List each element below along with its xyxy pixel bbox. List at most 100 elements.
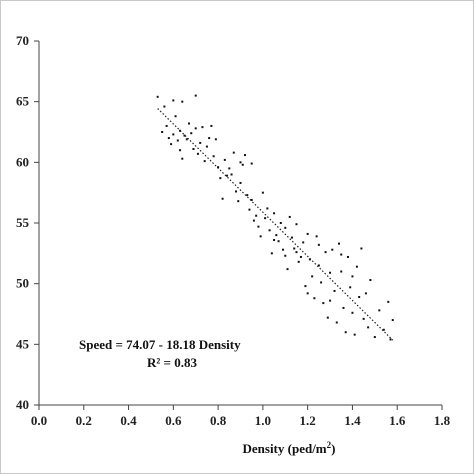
regression-equation: Speed = 74.07 - 18.18 Density [79, 337, 241, 352]
data-point [241, 163, 244, 166]
y-tick-label: 60 [16, 154, 29, 169]
data-point [293, 247, 296, 250]
data-point [199, 141, 202, 144]
x-axis-title: Density (ped/m2) [243, 440, 336, 456]
data-point [273, 212, 276, 215]
x-tick-label: 1.6 [389, 413, 406, 428]
data-point [360, 247, 363, 250]
data-point [179, 129, 182, 132]
data-point [322, 302, 325, 305]
data-point [333, 289, 336, 292]
data-point [255, 214, 258, 217]
data-point [183, 134, 186, 137]
data-point [223, 158, 226, 161]
data-point [201, 126, 204, 129]
data-point [317, 243, 320, 246]
x-tick-label: 0.4 [120, 413, 137, 428]
data-point [299, 255, 302, 258]
data-point [382, 328, 385, 331]
data-point [315, 235, 318, 238]
data-point [172, 99, 175, 102]
data-point [212, 155, 215, 158]
data-point [284, 254, 287, 257]
x-axis-title-main: Density (ped/m [243, 441, 327, 456]
data-point [181, 157, 184, 160]
data-point [324, 251, 327, 254]
data-point [349, 286, 352, 289]
regression-trendline [157, 108, 394, 341]
data-point [208, 137, 211, 140]
data-point [192, 147, 195, 150]
data-point [210, 124, 213, 127]
data-point [203, 160, 206, 163]
data-point [239, 181, 242, 184]
data-point [273, 238, 276, 241]
x-axis-title-suffix: ) [331, 441, 335, 456]
data-point [284, 226, 287, 229]
data-point [389, 338, 392, 341]
data-point [185, 138, 188, 141]
data-point [297, 260, 300, 263]
data-point [219, 177, 222, 180]
data-point [232, 151, 235, 154]
data-point [304, 285, 307, 288]
data-point [176, 139, 179, 142]
data-point [228, 167, 231, 170]
data-point [246, 194, 249, 197]
x-axis-title-superscript: 2 [327, 440, 332, 450]
data-point [364, 292, 367, 295]
data-point [329, 299, 332, 302]
x-tick-label: 0.6 [165, 413, 182, 428]
data-point [391, 319, 394, 322]
data-point [205, 145, 208, 148]
x-tick-label: 1.4 [344, 413, 361, 428]
data-point [221, 197, 224, 200]
data-point [353, 333, 356, 336]
data-point [351, 275, 354, 278]
data-point [194, 127, 197, 130]
data-point [230, 173, 233, 176]
data-point [264, 217, 267, 220]
data-point [351, 311, 354, 314]
data-point [306, 232, 309, 235]
data-point [335, 321, 338, 324]
data-point [170, 143, 173, 146]
data-point [252, 219, 255, 222]
data-point [161, 131, 164, 133]
data-point [326, 316, 329, 319]
data-point [302, 241, 305, 244]
x-tick-label: 1.8 [434, 413, 451, 428]
data-point [346, 255, 349, 258]
data-point [329, 271, 332, 274]
data-point [257, 225, 260, 228]
x-tick-label: 0.2 [76, 413, 92, 428]
data-point [167, 137, 170, 140]
x-tick-label: 0.8 [210, 413, 227, 428]
data-point [387, 300, 390, 303]
data-point [342, 306, 345, 309]
data-point [344, 331, 347, 334]
data-point [190, 132, 193, 135]
data-point [270, 252, 273, 255]
data-point [163, 105, 166, 108]
data-point [266, 207, 269, 210]
data-point [217, 166, 220, 169]
x-tick-label: 1.0 [255, 413, 271, 428]
data-point [331, 248, 334, 251]
data-point [259, 235, 262, 238]
data-point [196, 152, 199, 155]
y-tick-label: 50 [16, 276, 29, 291]
data-point [306, 292, 309, 295]
data-point [286, 268, 289, 271]
data-point [308, 258, 311, 261]
y-tick-label: 65 [16, 94, 30, 109]
data-point [378, 309, 381, 312]
data-point [174, 115, 177, 118]
y-tick-label: 70 [16, 33, 29, 48]
data-point [156, 95, 159, 98]
x-tick-label: 1.2 [300, 413, 316, 428]
data-point [311, 275, 314, 278]
data-point [275, 234, 278, 237]
data-point [340, 253, 343, 256]
data-point [250, 162, 253, 165]
